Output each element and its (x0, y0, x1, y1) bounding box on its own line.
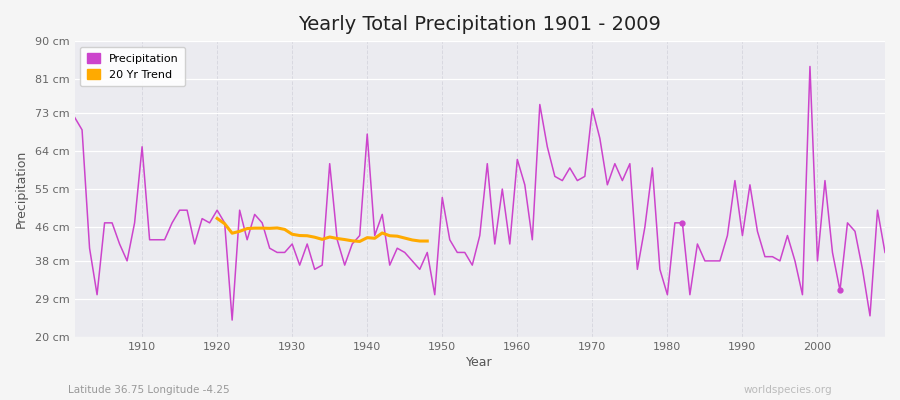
Text: worldspecies.org: worldspecies.org (744, 385, 832, 395)
Legend: Precipitation, 20 Yr Trend: Precipitation, 20 Yr Trend (80, 47, 185, 86)
Title: Yearly Total Precipitation 1901 - 2009: Yearly Total Precipitation 1901 - 2009 (298, 15, 662, 34)
Y-axis label: Precipitation: Precipitation (15, 150, 28, 228)
X-axis label: Year: Year (466, 356, 493, 369)
Text: Latitude 36.75 Longitude -4.25: Latitude 36.75 Longitude -4.25 (68, 385, 230, 395)
